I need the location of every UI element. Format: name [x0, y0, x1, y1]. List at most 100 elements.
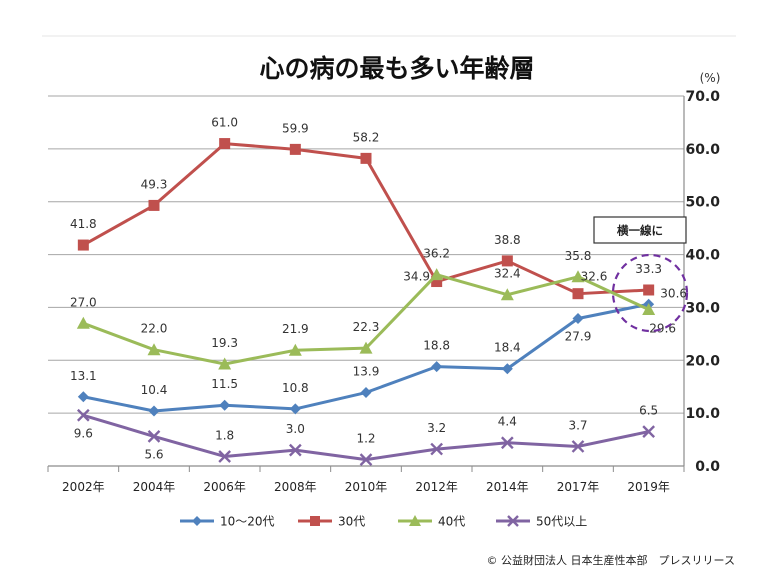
data-label: 13.9 [353, 365, 380, 379]
x-tick-label: 2008年 [274, 480, 317, 494]
data-point-marker [500, 436, 514, 450]
data-point-marker [77, 239, 89, 251]
data-label: 38.8 [494, 233, 521, 247]
legend-item-3: 40代 [398, 515, 465, 529]
data-point-marker [218, 450, 232, 463]
x-tick-labels: 2002年 2004年 2006年 2008年 2010年 2012年 2014年 2017年… [62, 480, 670, 494]
y-tick-label: 20.0 [685, 353, 720, 369]
data-label: 19.3 [211, 336, 238, 350]
data-point-marker [430, 442, 444, 456]
data-point-marker [148, 405, 160, 417]
data-label: 13.1 [70, 369, 97, 383]
marker-stroke [76, 408, 90, 422]
marker-stroke [288, 443, 302, 457]
data-label: 18.4 [494, 341, 521, 355]
series-line-2 [82, 142, 649, 296]
data-label: 9.6 [74, 426, 93, 440]
marker-stroke [430, 442, 444, 456]
data-point-marker [219, 138, 231, 150]
data-point-marker [148, 199, 160, 211]
data-point-marker [360, 152, 372, 164]
legend-item-1: 10～20代 [180, 515, 275, 529]
data-label: 27.9 [565, 330, 592, 344]
legend-label: 50代以上 [536, 515, 587, 529]
data-point-marker [431, 361, 443, 373]
data-point-marker [571, 270, 585, 283]
marker-stroke [571, 440, 585, 453]
x-tick-label: 2012年 [415, 480, 458, 494]
y-tick-label: 50.0 [685, 195, 720, 211]
data-point-marker [642, 425, 656, 438]
data-point-marker [431, 276, 443, 288]
data-label: 10.8 [282, 381, 309, 395]
legend-item-2: 30代 [298, 515, 365, 529]
data-label: 34.9 [403, 270, 430, 284]
data-point-marker [288, 443, 302, 457]
x-tick-label: 2017年 [557, 480, 600, 494]
data-point-marker [643, 284, 655, 296]
data-label: 61.0 [211, 116, 238, 130]
data-point-marker [147, 430, 161, 443]
data-point-marker [360, 387, 372, 399]
callout-circle [611, 253, 689, 333]
data-point-marker [571, 440, 585, 453]
x-tick-label: 2006年 [203, 480, 246, 494]
data-point-marker [359, 341, 373, 354]
data-label: 35.8 [565, 249, 592, 263]
marker-stroke [359, 453, 373, 467]
data-label: 3.2 [427, 421, 446, 435]
credit-text: © 公益財団法人 日本生産性本部 プレスリリース [487, 553, 735, 567]
data-point-marker [430, 268, 444, 281]
x-tick-label: 2002年 [62, 480, 105, 494]
data-point-marker [359, 453, 373, 467]
y-tick-label: 60.0 [685, 142, 720, 158]
data-label: 59.9 [282, 121, 309, 135]
data-label: 3.7 [568, 418, 587, 432]
data-label: 11.5 [211, 377, 238, 391]
data-label: 58.2 [353, 130, 380, 144]
data-point-marker [507, 515, 519, 527]
marker-stroke [218, 450, 232, 463]
data-point-marker [310, 516, 320, 526]
data-point-marker [192, 516, 202, 526]
legend-item-4: 50代以上 [496, 515, 587, 529]
y-tick-labels: 0.0 10.0 20.0 30.0 40.0 50.0 60.0 70.0 [685, 89, 720, 475]
data-label: 18.8 [423, 339, 450, 353]
data-label: 10.4 [141, 383, 168, 397]
data-label: 36.2 [423, 247, 450, 261]
y-tick-label: 70.0 [685, 89, 720, 105]
marker-stroke [642, 425, 656, 438]
legend: 10～20代 30代 40代 50代以上 [180, 515, 587, 529]
data-point-marker [219, 399, 231, 411]
data-point-marker [409, 515, 421, 526]
data-point-marker [288, 343, 302, 356]
data-label: 1.2 [356, 432, 375, 446]
data-label: 21.9 [282, 322, 309, 336]
data-point-marker [218, 357, 232, 370]
marker-stroke [147, 430, 161, 443]
data-point-marker [572, 288, 584, 300]
data-label: 33.3 [635, 262, 662, 276]
data-point-marker [77, 391, 89, 403]
data-labels: 13.1 10.4 11.5 10.8 13.9 18.8 18.4 27.9 30.6 41.8… [70, 116, 687, 462]
data-point-marker [501, 255, 513, 267]
data-series [76, 138, 656, 467]
data-label: 29.6 [649, 322, 676, 336]
data-label: 6.5 [639, 404, 658, 418]
data-label: 5.6 [144, 447, 163, 461]
data-label: 1.8 [215, 428, 234, 442]
marker-stroke [507, 515, 519, 527]
callout-box [593, 216, 687, 244]
data-label: 22.3 [353, 320, 380, 334]
x-tick-label: 2004年 [133, 480, 176, 494]
legend-label: 10～20代 [220, 515, 275, 529]
data-label: 27.0 [70, 295, 97, 309]
data-label: 3.0 [286, 422, 305, 436]
y-tick-label: 30.0 [685, 300, 720, 316]
chart-title: 心の病の最も多い年齢層 [259, 54, 534, 83]
data-point-marker [642, 303, 656, 316]
legend-label: 40代 [438, 515, 465, 529]
data-label: 32.6 [581, 270, 608, 284]
marker-stroke [500, 436, 514, 450]
data-point-marker [76, 408, 90, 422]
